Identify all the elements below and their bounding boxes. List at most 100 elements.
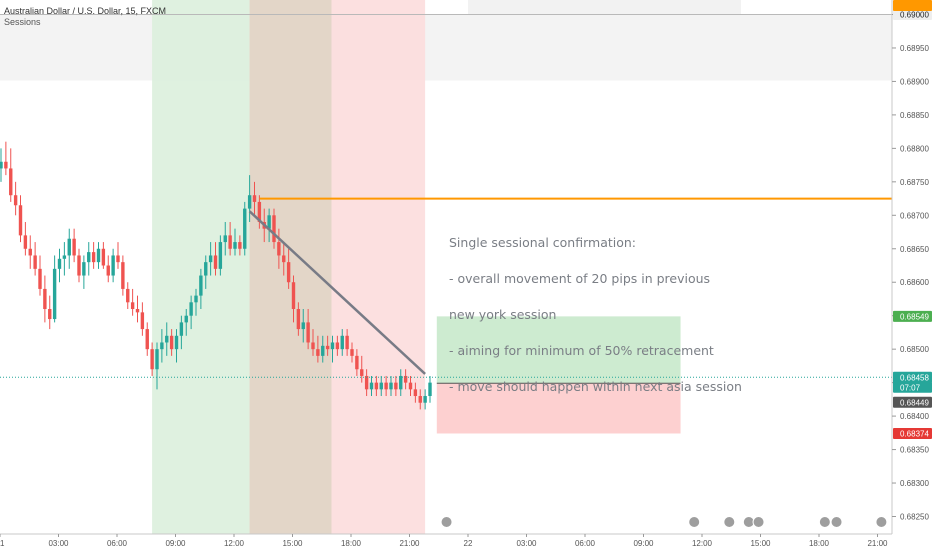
- candle-body: [213, 255, 218, 269]
- price-tag-level: [893, 0, 932, 11]
- candle-body: [169, 335, 174, 350]
- candle-body: [67, 238, 71, 256]
- candle-body: [403, 375, 408, 383]
- position-target-zone[interactable]: [436, 316, 681, 384]
- candle-body: [325, 345, 330, 350]
- y-tick-label: 0.68400: [900, 412, 929, 421]
- candle-body: [77, 255, 81, 276]
- chart-title: Australian Dollar / U.S. Dollar, 15, FXC…: [4, 6, 167, 16]
- price-tag-target: [893, 310, 932, 322]
- candle-body: [101, 248, 106, 266]
- candle-body: [340, 335, 344, 350]
- candle-body: [282, 255, 286, 263]
- candle-body: [140, 312, 145, 330]
- economic-event-marker[interactable]: [875, 516, 888, 528]
- session-band: [468, 0, 741, 15]
- x-tick-label: 03:00: [48, 539, 69, 548]
- x-tick-label: 21:00: [399, 539, 420, 548]
- candle-body: [423, 396, 427, 403]
- candle-body: [252, 195, 257, 202]
- candle-body: [286, 262, 291, 283]
- candle-body: [23, 235, 28, 249]
- candle-body: [106, 265, 110, 276]
- candle-body: [179, 322, 184, 336]
- candle-body: [301, 322, 305, 330]
- candle-body: [91, 252, 96, 263]
- y-tick-label: 0.68300: [900, 479, 929, 488]
- price-tag-target-label: 0.68549: [900, 312, 929, 321]
- x-tick-label: 21: [0, 539, 5, 548]
- price-tag-stop-label: 0.68374: [900, 430, 929, 439]
- x-tick-label: 03:00: [516, 539, 537, 548]
- candle-body: [165, 335, 169, 343]
- candle-body: [360, 369, 364, 376]
- price-tag-current: [893, 371, 932, 383]
- candle-body: [243, 208, 247, 249]
- candle-body: [174, 335, 179, 350]
- economic-event-marker[interactable]: [752, 516, 765, 528]
- candle-body: [267, 215, 271, 229]
- y-tick-label: 0.68750: [900, 178, 929, 187]
- candle-body: [355, 355, 359, 370]
- candle-body: [335, 342, 340, 350]
- x-tick-label: 22: [464, 539, 473, 548]
- candle-body: [0, 161, 3, 169]
- economic-event-marker[interactable]: [688, 516, 701, 528]
- economic-event-marker[interactable]: [723, 516, 736, 528]
- candle-body: [238, 242, 242, 249]
- candle-body: [204, 262, 208, 276]
- x-tick-label: 21:00: [867, 539, 888, 548]
- x-tick-label: 09:00: [633, 539, 654, 548]
- candle-body: [218, 242, 223, 269]
- candle-body: [394, 382, 398, 390]
- candle-body: [345, 335, 349, 350]
- candle-body: [350, 349, 354, 356]
- candle-body: [184, 315, 188, 323]
- position-stop-zone[interactable]: [436, 383, 681, 434]
- y-tick-label: 0.68950: [900, 44, 929, 53]
- candle-body: [150, 349, 154, 370]
- candle-body: [48, 309, 52, 320]
- economic-event-marker[interactable]: [830, 516, 843, 528]
- candle-body: [306, 322, 310, 343]
- y-tick-label: 0.68850: [900, 111, 929, 120]
- candle-body: [364, 375, 369, 390]
- candle-body: [126, 288, 130, 303]
- trend-line[interactable]: [248, 210, 426, 375]
- analysis-note-line: Single sessional confirmation:: [449, 235, 637, 250]
- x-tick-label: 06:00: [575, 539, 596, 548]
- price-tag-countdown: [893, 381, 932, 393]
- candle-body: [194, 295, 198, 303]
- session-band: [0, 14, 892, 81]
- candle-body: [28, 248, 32, 256]
- candle-body: [379, 382, 383, 390]
- candle-body: [291, 282, 296, 310]
- candle-body: [389, 382, 393, 390]
- candle-body: [208, 255, 213, 263]
- y-tick-label: 0.68250: [900, 513, 929, 522]
- candle-body: [96, 248, 101, 263]
- sessions-indicator-label: Sessions: [4, 17, 41, 27]
- economic-event-marker[interactable]: [818, 516, 831, 528]
- price-tag-entry-label: 0.68449: [900, 398, 929, 407]
- x-tick-label: 15:00: [282, 539, 303, 548]
- price-tag-entry: [893, 396, 932, 408]
- candle-body: [369, 382, 374, 390]
- y-tick-label: 0.68500: [900, 345, 929, 354]
- x-tick-label: 18:00: [341, 539, 362, 548]
- analysis-note-line: - aiming for minimum of 50% retracement: [449, 343, 714, 358]
- candle-body: [428, 382, 432, 397]
- price-tag-high-label: 0.69000: [900, 11, 929, 20]
- candle-body: [111, 255, 115, 276]
- candle-body: [18, 205, 23, 236]
- candle-body: [43, 288, 47, 310]
- x-tick-label: 12:00: [224, 539, 245, 548]
- price-tag-level-label: 0.68725: [900, 0, 929, 2]
- economic-event-marker[interactable]: [440, 516, 453, 528]
- x-tick-label: 15:00: [750, 539, 771, 548]
- candle-body: [116, 255, 120, 263]
- candle-body: [189, 302, 193, 316]
- candle-body: [57, 258, 62, 269]
- y-tick-label: 0.68350: [900, 446, 929, 455]
